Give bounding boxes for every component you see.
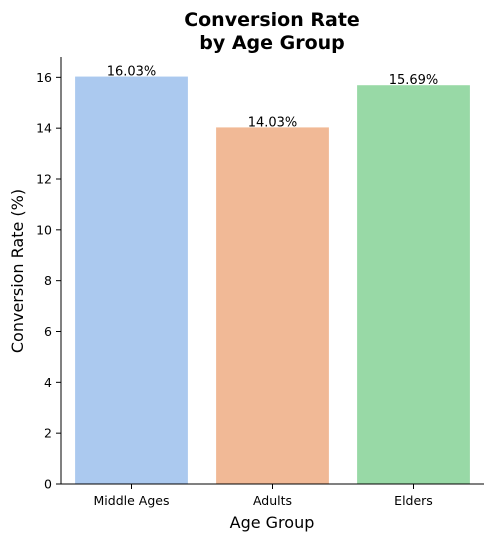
bar-elders (357, 85, 470, 485)
y-tick-label: 2 (44, 426, 52, 441)
y-tick-label: 8 (44, 273, 52, 288)
y-tick-label: 14 (36, 121, 52, 136)
x-axis-label: Age Group (230, 513, 315, 532)
y-axis-ticks: 0 2 4 6 8 10 12 14 16 (36, 70, 61, 492)
y-tick-label: 10 (36, 222, 52, 237)
y-tick-label: 12 (36, 172, 52, 187)
y-tick-label: 0 (44, 477, 52, 492)
x-axis-ticks: Middle Ages Adults Elders (94, 484, 433, 508)
chart-title-line1: Conversion Rate (184, 9, 360, 31)
x-tick-label: Adults (253, 493, 292, 508)
bar-value-label: 15.69% (389, 73, 439, 88)
bar-adults (216, 127, 329, 484)
bar-middle-ages (75, 76, 188, 484)
y-tick-label: 4 (44, 375, 52, 390)
x-tick-label: Middle Ages (94, 493, 170, 508)
bar-value-label: 16.03% (107, 65, 157, 80)
bar-value-label: 14.03% (248, 115, 298, 130)
y-tick-label: 16 (36, 70, 52, 85)
x-tick-label: Elders (394, 493, 433, 508)
bars-group (75, 76, 470, 485)
chart-title-line2: by Age Group (199, 32, 345, 54)
y-tick-label: 6 (44, 324, 52, 339)
y-axis-label: Conversion Rate (%) (8, 189, 27, 353)
bar-value-labels: 16.03% 14.03% 15.69% (107, 65, 439, 131)
